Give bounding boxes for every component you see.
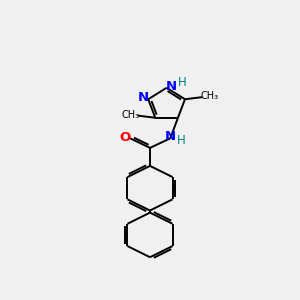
Text: H: H bbox=[177, 134, 186, 147]
Text: N: N bbox=[166, 80, 177, 93]
Text: CH₃: CH₃ bbox=[201, 91, 219, 101]
Text: N: N bbox=[138, 91, 149, 104]
Text: N: N bbox=[165, 130, 176, 143]
Text: H: H bbox=[178, 76, 187, 89]
Text: O: O bbox=[119, 131, 130, 144]
Text: CH₃: CH₃ bbox=[122, 110, 140, 120]
